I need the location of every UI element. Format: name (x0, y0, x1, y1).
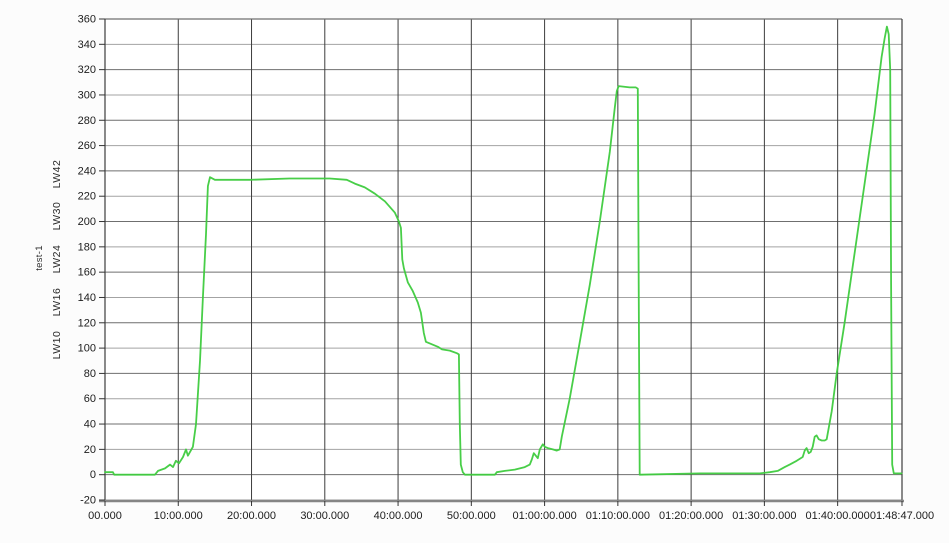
x-tick-label: 20:00.000 (227, 510, 276, 522)
y-tick-label: -20 (80, 495, 96, 507)
y-tick-label: 40 (84, 419, 96, 431)
x-tick-label: 30:00.000 (300, 510, 349, 522)
x-tick-label: 40:00.000 (374, 510, 423, 522)
y-tick-label: 280 (78, 115, 96, 127)
x-tick-label: 01:30:00.000 (732, 510, 796, 522)
x-tick-label: 01:48:47.000 (870, 510, 934, 522)
y-tick-label: 140 (78, 292, 96, 304)
y-tick-label: 80 (84, 368, 96, 380)
series-line-test-1 (104, 25, 903, 476)
y-tick-label: 160 (78, 267, 96, 279)
y-tick-label: 320 (78, 64, 96, 76)
y-axis: -20 0 20 40 60 80 100 120 140 160 180 200 220 240 260 2… (78, 14, 105, 507)
y-tick-label: 300 (78, 89, 96, 101)
y-tick-label: 360 (78, 14, 96, 26)
y-tick-label: 100 (78, 343, 96, 355)
y-tick-label: 180 (78, 241, 96, 253)
x-tick-label: 10:00.000 (154, 510, 203, 522)
horizontal-gridlines (105, 18, 902, 501)
x-tick-label: 01:00:00.000 (512, 510, 576, 522)
x-tick-label: 01:20:00.000 (659, 510, 723, 522)
y-tick-label: 260 (78, 140, 96, 152)
y-tick-label: 0 (90, 469, 96, 481)
x-tick-label: 50:00.000 (447, 510, 496, 522)
y-tick-label: 200 (78, 216, 96, 228)
y-tick-label: 340 (78, 39, 96, 51)
y-tick-label: 60 (84, 393, 96, 405)
y-tick-label: 120 (78, 317, 96, 329)
x-axis: 00.000 10:00.000 20:00.000 30:00.000 40:00.0… (88, 501, 934, 522)
x-tick-label: 01:10:00.000 (586, 510, 650, 522)
y-tick-label: 20 (84, 444, 96, 456)
x-tick-label: 01:40:00.000 (806, 510, 870, 522)
y-tick-label: 220 (78, 191, 96, 203)
x-tick-label: 00.000 (88, 510, 122, 522)
plot-background (105, 19, 902, 500)
y-tick-label: 240 (78, 165, 96, 177)
